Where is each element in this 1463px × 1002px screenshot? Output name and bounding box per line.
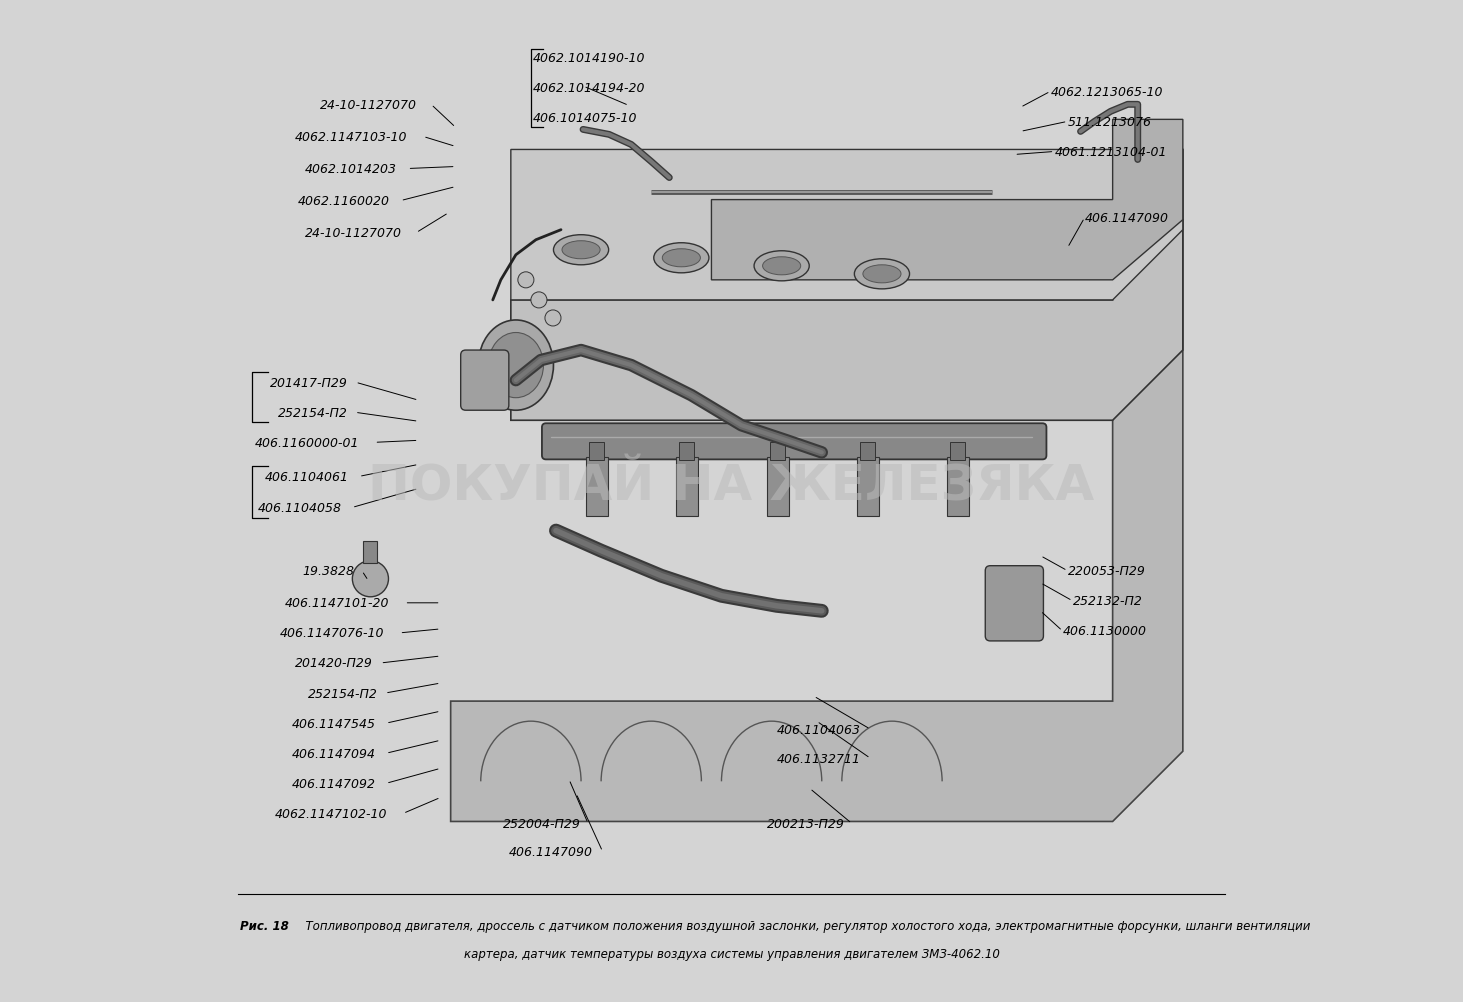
Text: 4062.1014190-10: 4062.1014190-10	[533, 52, 645, 64]
Text: 4062.1147102-10: 4062.1147102-10	[275, 808, 388, 820]
Text: Рис. 18: Рис. 18	[240, 920, 288, 932]
Ellipse shape	[478, 321, 553, 411]
Text: 406.1104061: 406.1104061	[265, 471, 350, 483]
Text: 406.1147090: 406.1147090	[509, 846, 593, 858]
FancyBboxPatch shape	[541, 424, 1046, 460]
Bar	[947, 458, 969, 516]
Bar	[770, 443, 784, 461]
Text: 252154-П2: 252154-П2	[309, 687, 377, 699]
Bar	[949, 443, 966, 461]
Text: 406.1147090: 406.1147090	[1084, 212, 1169, 224]
Bar	[587, 458, 609, 516]
Text: 24-10-1127070: 24-10-1127070	[306, 227, 402, 239]
Text: 406.1014075-10: 406.1014075-10	[533, 112, 638, 124]
Ellipse shape	[663, 249, 701, 268]
Bar	[767, 458, 789, 516]
Text: 4062.1014194-20: 4062.1014194-20	[533, 82, 645, 94]
Text: ПОКУПАЙ НА ЖЕЛЕЗЯКА: ПОКУПАЙ НА ЖЕЛЕЗЯКА	[369, 462, 1094, 510]
Text: 201417-П29: 201417-П29	[271, 377, 348, 389]
Bar	[590, 443, 604, 461]
Ellipse shape	[654, 243, 710, 274]
Text: 200213-П29: 200213-П29	[767, 818, 844, 830]
Text: 4062.1160020: 4062.1160020	[298, 195, 391, 207]
Ellipse shape	[762, 258, 800, 276]
Ellipse shape	[562, 241, 600, 260]
Polygon shape	[511, 150, 1184, 421]
Text: картера, датчик температуры воздуха системы управления двигателем ЗМЗ-4062.10: картера, датчик температуры воздуха сист…	[464, 948, 999, 960]
Text: 252154-П2: 252154-П2	[278, 407, 348, 419]
Text: 201420-П29: 201420-П29	[296, 657, 373, 669]
Text: Топливопровод двигателя, дроссель с датчиком положения воздушной заслонки, регул: Топливопровод двигателя, дроссель с датч…	[298, 920, 1311, 932]
Ellipse shape	[553, 235, 609, 266]
Bar	[676, 458, 698, 516]
Circle shape	[518, 273, 534, 289]
Text: 406.1147101-20: 406.1147101-20	[285, 597, 389, 609]
Polygon shape	[451, 220, 1184, 822]
Text: 4061.1213104-01: 4061.1213104-01	[1055, 146, 1167, 158]
Text: 4062.1147103-10: 4062.1147103-10	[296, 131, 408, 143]
Text: 406.1130000: 406.1130000	[1062, 625, 1147, 637]
FancyBboxPatch shape	[985, 566, 1043, 641]
Text: 406.1147076-10: 406.1147076-10	[279, 627, 385, 639]
Polygon shape	[511, 150, 1184, 301]
Polygon shape	[711, 120, 1184, 281]
Text: 406.1160000-01: 406.1160000-01	[255, 437, 360, 449]
Ellipse shape	[753, 252, 809, 282]
Text: 511.1213076: 511.1213076	[1068, 116, 1151, 128]
Text: 252132-П2: 252132-П2	[1072, 595, 1143, 607]
Bar	[860, 443, 875, 461]
Text: 24-10-1127070: 24-10-1127070	[320, 99, 417, 111]
Text: 406.1132711: 406.1132711	[777, 753, 860, 765]
Circle shape	[353, 561, 389, 597]
Ellipse shape	[489, 333, 543, 399]
Bar	[679, 443, 695, 461]
Text: 19.3828: 19.3828	[303, 565, 354, 577]
Circle shape	[531, 293, 547, 309]
Ellipse shape	[854, 260, 910, 290]
Text: 252004-П29: 252004-П29	[503, 818, 581, 830]
Text: 406.1104063: 406.1104063	[777, 723, 860, 735]
Text: 406.1147545: 406.1147545	[293, 717, 376, 729]
Text: 406.1147094: 406.1147094	[293, 747, 376, 760]
Text: 220053-П29: 220053-П29	[1068, 565, 1146, 577]
Circle shape	[544, 311, 560, 327]
Ellipse shape	[863, 266, 901, 284]
Bar	[857, 458, 879, 516]
Text: 406.1104058: 406.1104058	[257, 502, 342, 514]
Bar	[363, 541, 377, 563]
FancyBboxPatch shape	[461, 351, 509, 411]
Text: 4062.1014203: 4062.1014203	[306, 163, 398, 175]
Text: 4062.1213065-10: 4062.1213065-10	[1050, 86, 1163, 98]
Text: 406.1147092: 406.1147092	[293, 778, 376, 790]
